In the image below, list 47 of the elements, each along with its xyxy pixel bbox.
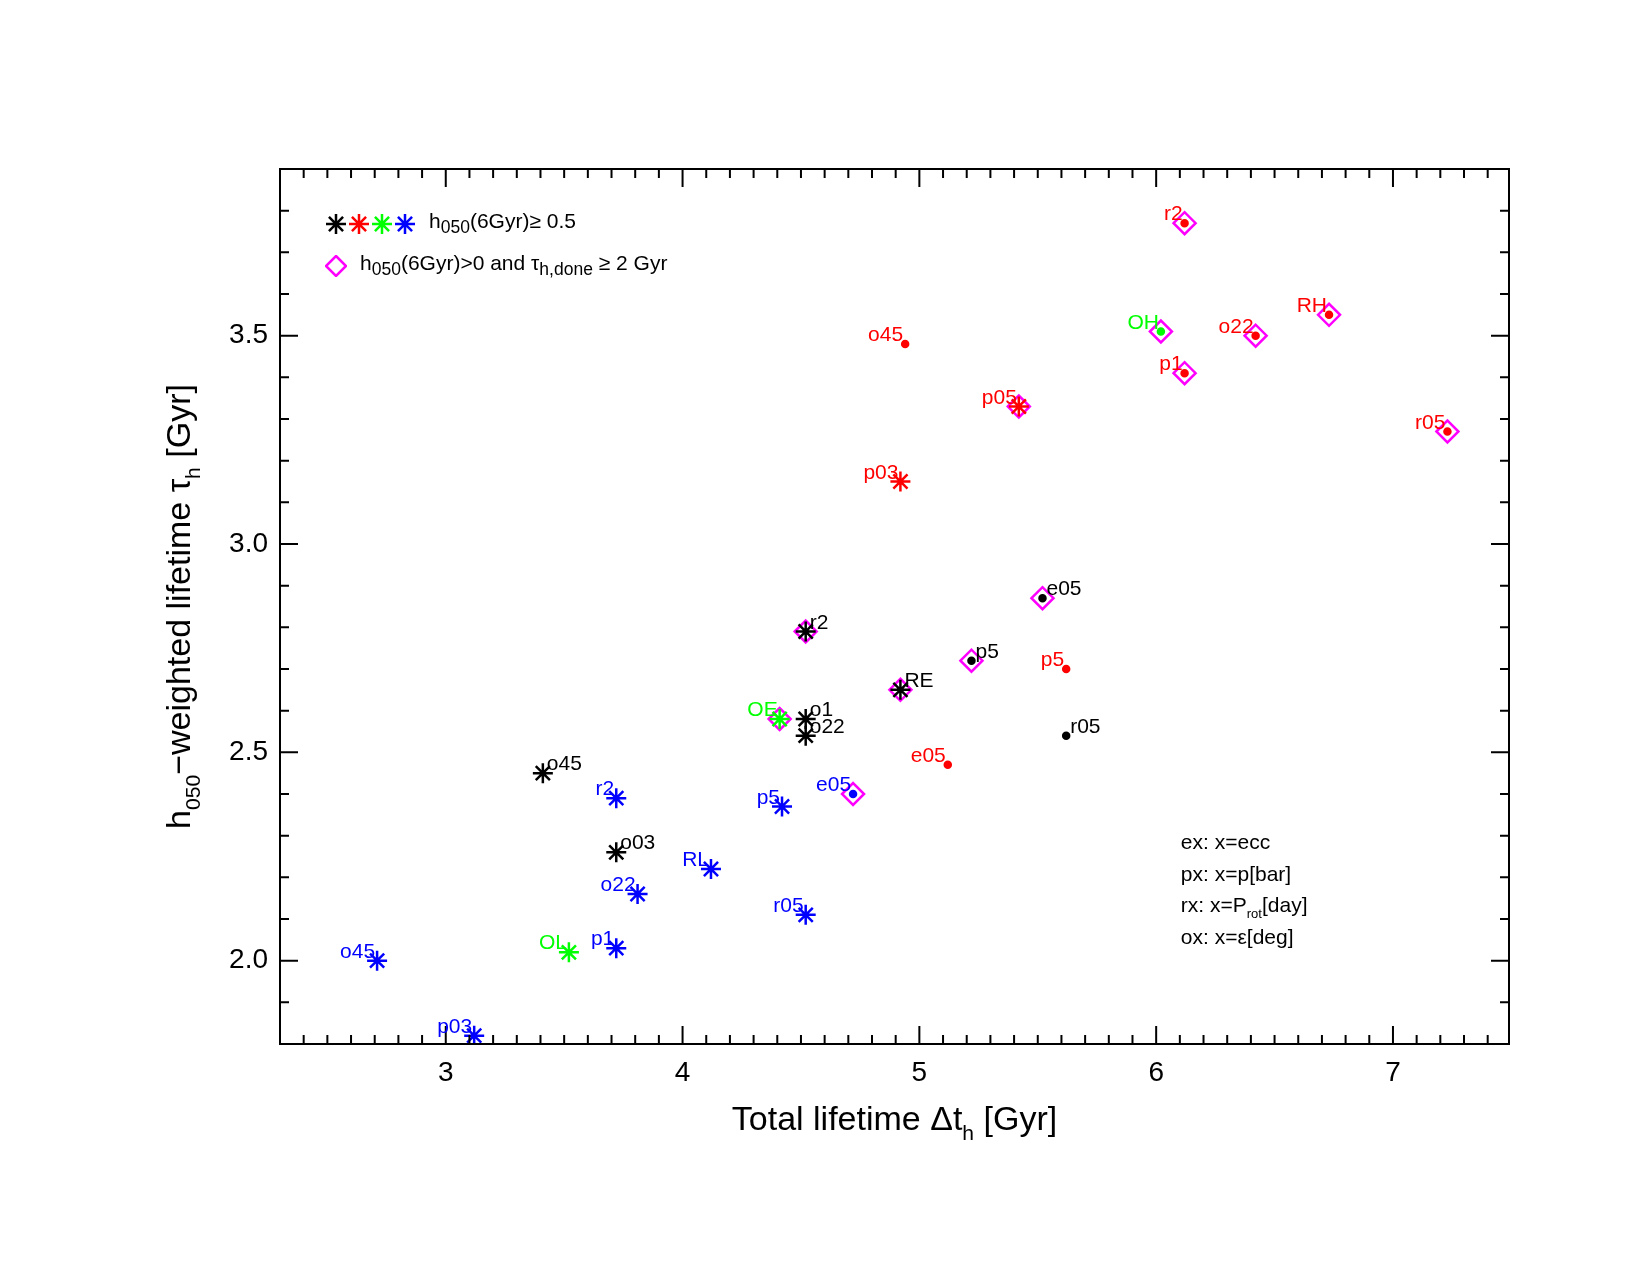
x-tick-label: 5 (911, 1055, 928, 1087)
y-tick-label: 3.5 (229, 318, 268, 350)
data-label: r05 (1070, 713, 1101, 737)
legend-label: h$_{050}$(6Gyr)≥ 0.5 (429, 209, 576, 238)
y-axis-title: h050−weighted lifetime τh [Gyr] (159, 384, 205, 829)
data-label: p05 (981, 384, 1017, 408)
x-tick-label: 4 (674, 1055, 691, 1087)
data-label: RH (1296, 292, 1328, 316)
y-tick-label: 2.0 (229, 943, 268, 975)
data-label: r2 (1163, 201, 1183, 225)
data-label: r2 (809, 609, 829, 633)
data-label: e05 (910, 742, 946, 766)
x-tick-label: 6 (1148, 1055, 1164, 1087)
data-label: r05 (1415, 409, 1446, 433)
data-label: OL (538, 930, 567, 954)
data-label: RL (682, 847, 709, 870)
data-label: o45 (546, 751, 582, 775)
data-label: OE (747, 697, 778, 720)
data-label: o45 (868, 322, 904, 345)
data-label: p1 (590, 926, 615, 950)
annotation: px: x=p[bar] (1180, 861, 1292, 885)
data-label: OH (1127, 309, 1159, 333)
data-label: o22 (600, 872, 636, 895)
data-label: p1 (1159, 351, 1183, 375)
y-tick-label: 2.5 (229, 735, 268, 767)
data-label: p03 (863, 459, 899, 483)
data-label: p5 (756, 784, 781, 808)
annotation: ex: x=ecc (1180, 830, 1271, 853)
point (943, 760, 953, 770)
data-label: RE (904, 667, 934, 691)
data-label: o22 (1218, 313, 1254, 337)
data-label: o03 (620, 830, 656, 854)
annotation: ox: x=ε[deg] (1180, 924, 1294, 948)
data-label: r2 (595, 776, 615, 800)
data-label: e05 (1046, 576, 1082, 600)
data-label: p5 (1040, 647, 1065, 670)
x-tick-label: 3 (437, 1055, 454, 1087)
point (900, 339, 910, 349)
data-label: p5 (975, 638, 999, 662)
data-label: e05 (816, 772, 852, 795)
y-tick-label: 3.0 (229, 526, 268, 558)
data-label: r05 (773, 892, 804, 916)
point (1061, 731, 1071, 740)
legend-label: h$_{050}$(6Gyr)>0 and τ$_{h,done}$ ≥ 2 Gyr (360, 251, 668, 280)
data-label: o45 (340, 938, 376, 962)
data-label: p03 (437, 1013, 473, 1037)
x-tick-label: 7 (1385, 1055, 1401, 1087)
